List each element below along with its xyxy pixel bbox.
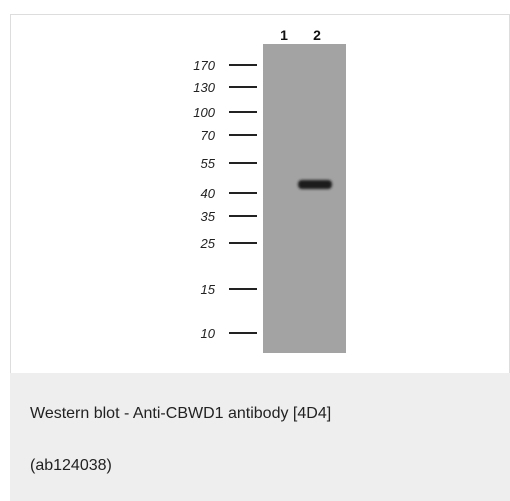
marker-label-170: 170: [193, 58, 215, 73]
marker-label-35: 35: [201, 209, 216, 224]
lane-label-2: 2: [313, 27, 321, 43]
marker-label-70: 70: [201, 128, 216, 143]
marker-label-10: 10: [201, 326, 216, 341]
marker-label-25: 25: [200, 236, 216, 251]
marker-label-130: 130: [193, 80, 215, 95]
lane-label-1: 1: [280, 27, 288, 43]
marker-label-55: 55: [201, 156, 216, 171]
blot-membrane: [263, 44, 346, 353]
western-blot-figure: 1 2 170 130 100 70 55 40 35 25 15 10: [193, 27, 346, 353]
caption-line-1: Western blot - Anti-CBWD1 antibody [4D4]: [30, 405, 332, 422]
marker-label-100: 100: [193, 105, 215, 120]
marker-label-40: 40: [201, 186, 216, 201]
band-lane-2: [298, 180, 332, 189]
image-caption: Western blot - Anti-CBWD1 antibody [4D4]…: [10, 373, 510, 501]
product-image-card: 1 2 170 130 100 70 55 40 35 25 15 10 Western blot…: [10, 14, 510, 501]
western-blot-image[interactable]: 1 2 170 130 100 70 55 40 35 25 15 10: [10, 14, 510, 374]
marker-ladder: 170 130 100 70 55 40 35 25 15 10: [193, 58, 257, 341]
marker-label-15: 15: [201, 282, 216, 297]
caption-line-2: (ab124038): [30, 457, 112, 474]
